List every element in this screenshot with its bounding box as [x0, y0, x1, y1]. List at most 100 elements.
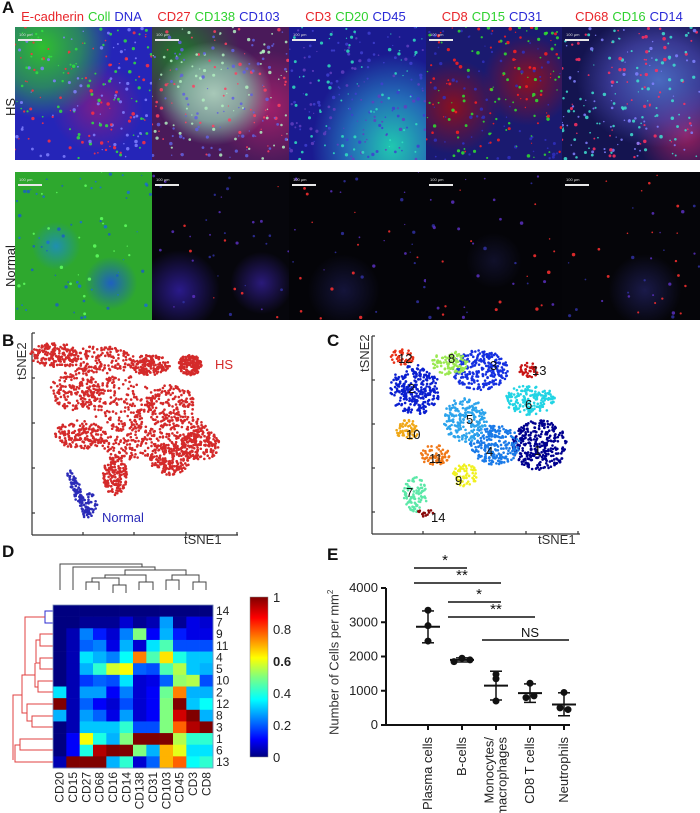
heatmap-cell [53, 639, 67, 652]
y-tick-label: 2000 [349, 649, 378, 664]
heatmap-cell [186, 605, 200, 617]
heatmap-cell [66, 651, 80, 664]
heatmap-cell [53, 756, 67, 769]
column-label: CD14 [119, 772, 133, 803]
micrograph-hs-3: 100 µm [289, 27, 426, 160]
cluster-label-4: 4 [486, 444, 493, 459]
heatmap-cell [106, 605, 120, 617]
heatmap-cell [186, 721, 200, 734]
heatmap-cell [53, 616, 67, 629]
data-point [530, 692, 538, 700]
cluster-label-1: 1 [534, 443, 541, 458]
heatmap-cell [173, 651, 187, 664]
heatmap-cell [133, 651, 147, 664]
row-label: 8 [216, 709, 223, 723]
colorbar-ticks: 1 0.8 0.6 0.4 0.2 0 [273, 590, 291, 765]
cluster-label-5: 5 [466, 412, 473, 427]
heatmap-cell [66, 674, 80, 687]
column-label: CD103 [159, 772, 173, 810]
heatmap-cell [79, 605, 94, 617]
row-label: 7 [216, 615, 223, 629]
micrograph-normal-4: 100 µm [426, 172, 562, 320]
data-point [424, 637, 432, 645]
heatmap-cell [119, 639, 134, 652]
heatmap-cell [199, 733, 214, 746]
heatmap-cell [186, 709, 200, 722]
heatmap-cell [93, 721, 107, 734]
category-label: Monocytes/ [482, 737, 497, 804]
heatmap-cell [199, 698, 214, 711]
heatmap-cell [133, 674, 147, 687]
panel-c-xlabel: tSNE1 [538, 532, 576, 547]
heatmap-cell [133, 628, 147, 641]
scale-bar-label: 100 µm [156, 32, 170, 37]
heatmap-cell [119, 744, 134, 757]
heatmap-cell [159, 639, 174, 652]
heatmap-cell [106, 616, 120, 629]
row-label: 4 [216, 650, 223, 664]
micrograph-normal-2: 100 µm [152, 172, 289, 320]
heatmap-cell [133, 663, 147, 676]
heatmap-cell [53, 733, 67, 746]
column-label: CD31 [146, 772, 160, 803]
heatmap-cell [93, 756, 107, 769]
scatter-points [29, 342, 221, 519]
y-tick-label: 1000 [349, 683, 378, 698]
heatmap-cell [106, 651, 120, 664]
heatmap-cell [119, 651, 134, 664]
stain-label-1: E-cadherin Coll DNA [21, 9, 146, 24]
heatmap-cell [53, 721, 67, 734]
tsne-hs-normal-plot: HS Normal [29, 332, 238, 536]
heatmap-cell [119, 628, 134, 641]
heatmap-cell [106, 663, 120, 676]
heatmap-cell [186, 733, 200, 746]
heatmap-cell [146, 639, 160, 652]
significance-label: ** [490, 601, 502, 618]
heatmap-cell [93, 616, 107, 629]
heatmap-cell [159, 709, 174, 722]
column-label: CD15 [66, 772, 80, 803]
heatmap-cell [106, 756, 120, 769]
stain-green: CD16 [612, 9, 646, 24]
data-point [556, 704, 564, 712]
heatmap-cell [79, 651, 94, 664]
heatmap-cell [199, 663, 214, 676]
heatmap-cell [199, 756, 214, 769]
heatmap-cell [173, 605, 187, 617]
scale-bar [18, 39, 42, 41]
cluster-label-11: 11 [429, 451, 443, 466]
heatmap-cell [93, 674, 107, 687]
scale-bar [155, 184, 179, 186]
heatmap-cell [66, 756, 80, 769]
heatmap-cell [66, 698, 80, 711]
category-labels: Plasma cells B-cells Monocytes/macrophages… [420, 737, 571, 813]
stain-blue: CD14 [649, 9, 683, 24]
heatmap-cell [146, 628, 160, 641]
scale-bar-label: 100 µm [19, 177, 33, 182]
heatmap-cell [93, 686, 107, 699]
heatmap-cell [159, 616, 174, 629]
panel-letter-b: B [2, 331, 15, 350]
colorbar-tick: 0 [273, 750, 280, 765]
heatmap-cell [199, 605, 214, 617]
heatmap-cell [79, 628, 94, 641]
heatmap-cell [173, 628, 187, 641]
heatmap-cell [53, 628, 67, 641]
panel-letter-c: C [327, 331, 340, 350]
heatmap-cell [106, 709, 120, 722]
heatmap-cell [199, 744, 214, 757]
heatmap-cell [146, 698, 160, 711]
micrograph-hs-5: 100 µm [562, 27, 700, 160]
scale-bar [292, 39, 316, 41]
cluster-label-9: 9 [455, 473, 462, 488]
column-label: CD68 [93, 772, 107, 803]
heatmap-cell [93, 744, 107, 757]
heatmap-cell [173, 663, 187, 676]
stain-blue: DNA [114, 9, 142, 24]
data-points [416, 606, 576, 717]
scale-bar-label: 100 µm [566, 177, 580, 182]
heatmap-cell [159, 721, 174, 734]
scale-bar [155, 39, 179, 41]
cluster-label-6: 6 [525, 397, 532, 412]
heatmap-cell [173, 756, 187, 769]
